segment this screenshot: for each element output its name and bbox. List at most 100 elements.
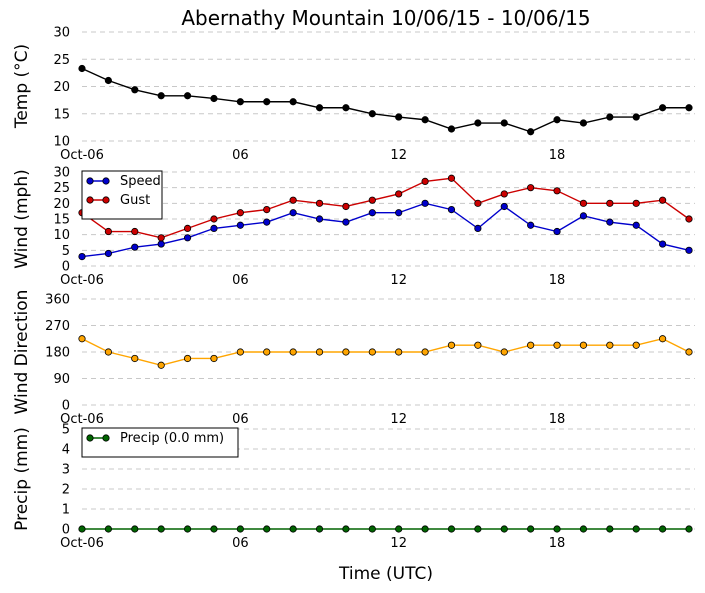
y-tick-label: 5: [62, 423, 70, 438]
x-tick-label: Oct-06: [60, 273, 104, 288]
y-axis-label: Wind Direction: [12, 290, 32, 415]
x-tick-label: Oct-06: [60, 148, 104, 163]
series-line-temp: [81, 67, 689, 133]
data-point: [104, 348, 112, 356]
y-tick-label: 90: [53, 372, 70, 387]
y-tick-label: 25: [53, 181, 70, 196]
legend: Precip (0.0 mm): [81, 427, 239, 458]
data-point: [263, 348, 271, 356]
data-point: [553, 341, 561, 349]
y-tick-label: 15: [53, 213, 70, 228]
data-point: [579, 199, 588, 207]
data-point: [395, 190, 403, 198]
y-tick-label: 0: [62, 260, 70, 275]
data-point: [183, 354, 192, 363]
data-point: [553, 116, 561, 124]
legend-label: Speed: [120, 174, 161, 189]
data-point: [474, 525, 482, 533]
data-point: [500, 190, 508, 198]
data-point: [289, 525, 297, 533]
x-tick-label: 18: [549, 273, 566, 288]
data-point: [500, 202, 508, 211]
y-tick-label: 2: [62, 483, 70, 498]
data-point: [342, 348, 350, 356]
series-line-direction: [81, 338, 690, 366]
data-point: [395, 113, 403, 121]
legend-marker: [86, 434, 94, 442]
legend-box: [81, 427, 239, 458]
y-tick-label: 5: [62, 244, 70, 259]
y-tick-label: 180: [45, 346, 70, 361]
y-tick-label: 0: [62, 399, 70, 414]
data-point: [395, 525, 403, 533]
x-tick-label: 18: [549, 536, 566, 551]
y-axis-label: Temp (°C): [12, 44, 32, 129]
data-point: [527, 128, 535, 136]
x-tick-label: 18: [549, 412, 566, 427]
data-point: [474, 341, 482, 349]
chart-title: Abernathy Mountain 10/06/15 - 10/06/15: [181, 6, 590, 30]
data-point: [685, 104, 693, 112]
data-point: [210, 94, 218, 103]
data-point: [500, 525, 508, 533]
data-point: [579, 341, 588, 349]
data-point: [183, 234, 192, 242]
data-point: [236, 98, 244, 106]
data-point: [421, 525, 429, 533]
data-point: [368, 348, 376, 356]
data-point: [78, 253, 86, 261]
data-point: [263, 206, 271, 214]
data-point: [685, 525, 693, 533]
y-tick-label: 25: [53, 53, 70, 68]
data-point: [342, 218, 350, 226]
data-point: [579, 525, 588, 533]
data-point: [157, 234, 165, 242]
data-point: [447, 525, 456, 533]
data-point: [236, 221, 244, 229]
data-point: [632, 199, 640, 207]
legend-marker: [102, 196, 110, 204]
data-point: [500, 119, 508, 127]
data-point: [527, 221, 535, 229]
y-tick-label: 30: [53, 166, 70, 181]
data-point: [289, 348, 297, 356]
data-point: [78, 335, 86, 343]
data-point: [210, 525, 218, 533]
data-point: [421, 199, 429, 207]
y-axis-label: Wind (mph): [12, 169, 32, 269]
data-point: [315, 199, 324, 207]
data-point: [104, 76, 112, 85]
data-point: [395, 209, 403, 217]
data-point: [632, 525, 640, 533]
data-point: [606, 525, 614, 533]
data-point: [553, 187, 561, 195]
data-point: [263, 525, 271, 533]
data-point: [659, 525, 667, 533]
data-point: [632, 221, 640, 229]
legend-label: Precip (0.0 mm): [120, 431, 224, 446]
data-point: [289, 98, 297, 106]
data-point: [157, 361, 165, 369]
x-tick-label: 12: [390, 273, 407, 288]
data-point: [104, 249, 112, 258]
x-tick-label: 06: [232, 148, 249, 163]
data-point: [421, 116, 429, 124]
data-point: [131, 86, 139, 94]
data-point: [210, 354, 218, 363]
data-point: [131, 354, 139, 363]
data-point: [579, 119, 588, 127]
data-point: [474, 119, 482, 127]
data-point: [263, 218, 271, 226]
data-point: [315, 348, 324, 356]
data-point: [474, 224, 482, 232]
y-tick-label: 4: [62, 443, 70, 458]
data-point: [131, 243, 139, 251]
data-point: [131, 525, 139, 533]
data-point: [527, 184, 535, 192]
x-tick-label: 18: [549, 148, 566, 163]
data-point: [606, 113, 614, 121]
data-point: [421, 348, 429, 356]
data-point: [421, 177, 429, 185]
